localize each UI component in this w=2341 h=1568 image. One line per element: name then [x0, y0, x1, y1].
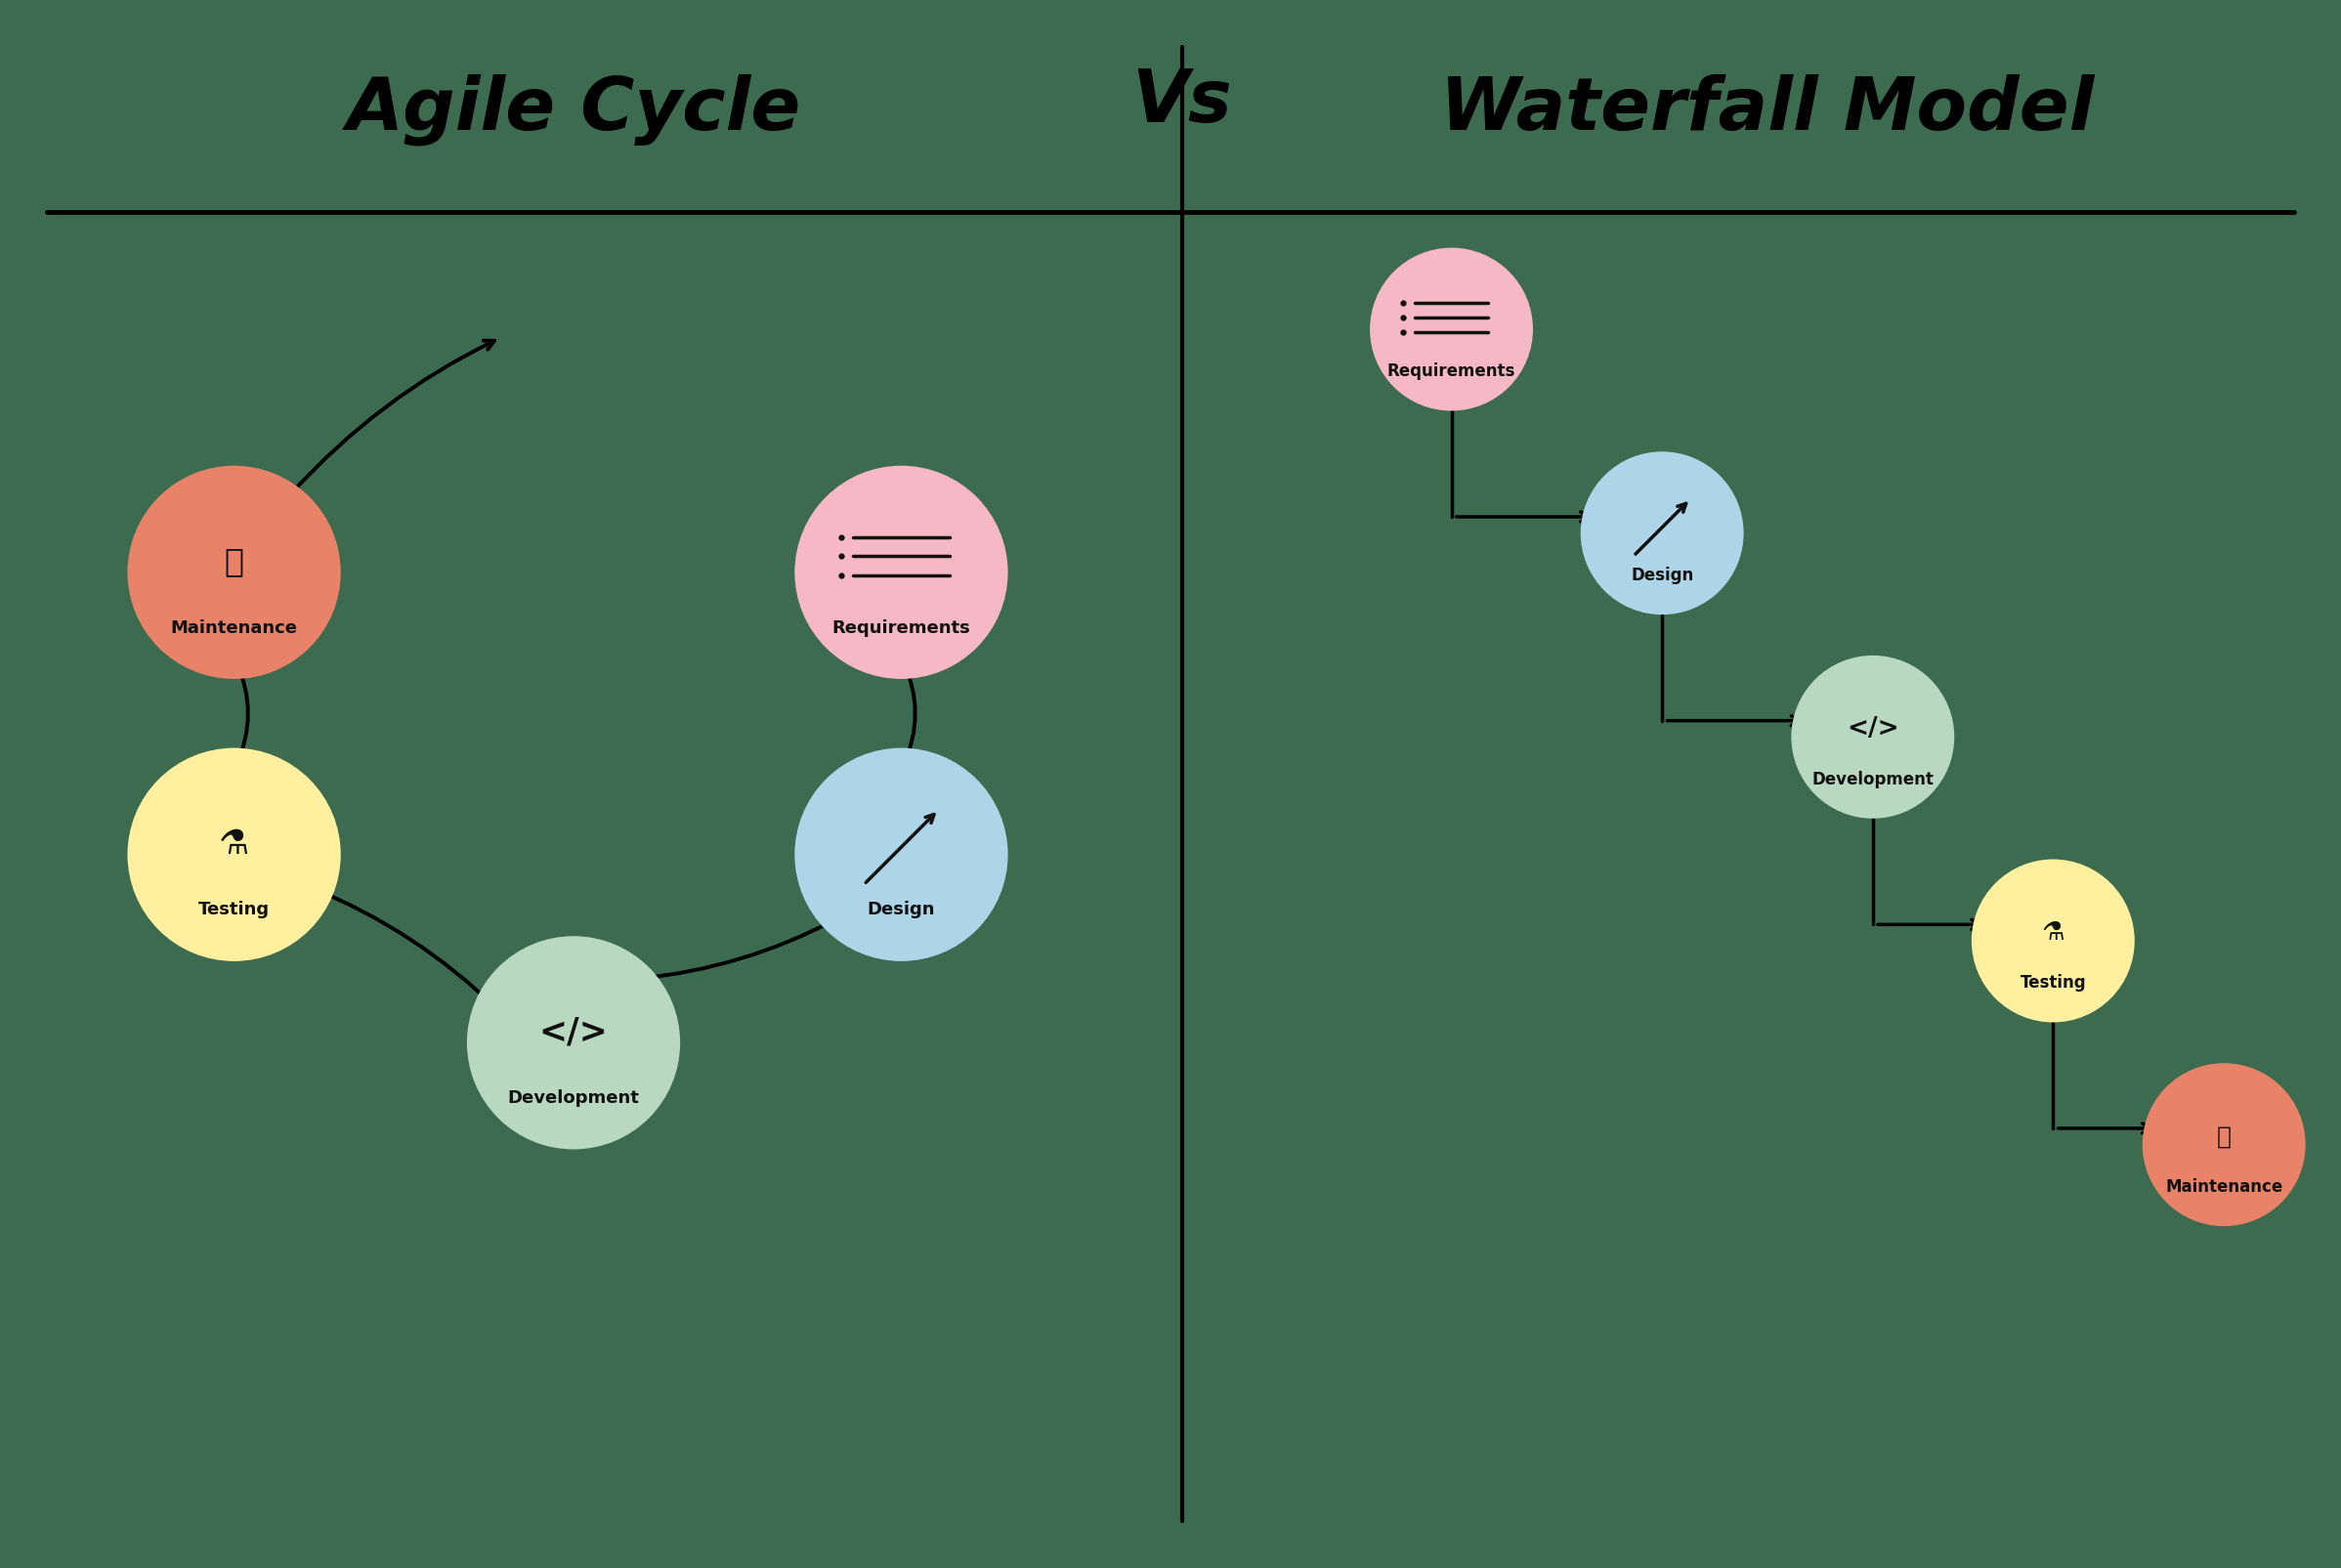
Text: Development: Development	[508, 1090, 639, 1107]
Ellipse shape	[126, 748, 342, 961]
Text: Development: Development	[1812, 770, 1934, 789]
Text: 🔧: 🔧	[2217, 1124, 2231, 1148]
Ellipse shape	[1971, 859, 2135, 1022]
Text: Waterfall Model: Waterfall Model	[1440, 74, 2095, 146]
Text: Testing: Testing	[2020, 974, 2086, 993]
Text: ⚗: ⚗	[220, 828, 248, 861]
Text: Design: Design	[1632, 566, 1693, 585]
Text: Testing: Testing	[199, 902, 269, 919]
Text: Maintenance: Maintenance	[2165, 1178, 2282, 1196]
Ellipse shape	[794, 748, 1009, 961]
Text: </>: </>	[1847, 717, 1899, 742]
Ellipse shape	[2142, 1063, 2306, 1226]
Ellipse shape	[1580, 452, 1744, 615]
Text: Requirements: Requirements	[1388, 362, 1515, 381]
Ellipse shape	[794, 466, 1009, 679]
Ellipse shape	[1791, 655, 1955, 818]
Text: 🔧: 🔧	[225, 546, 243, 577]
Ellipse shape	[1369, 248, 1533, 411]
Text: Design: Design	[866, 902, 936, 919]
Text: ⚗: ⚗	[2041, 920, 2065, 946]
Ellipse shape	[126, 466, 342, 679]
Text: </>: </>	[538, 1016, 609, 1049]
Text: Vs: Vs	[1133, 66, 1231, 138]
Ellipse shape	[466, 936, 681, 1149]
Text: Requirements: Requirements	[831, 619, 972, 637]
Text: Maintenance: Maintenance	[171, 619, 297, 637]
Text: Agile Cycle: Agile Cycle	[346, 74, 801, 146]
